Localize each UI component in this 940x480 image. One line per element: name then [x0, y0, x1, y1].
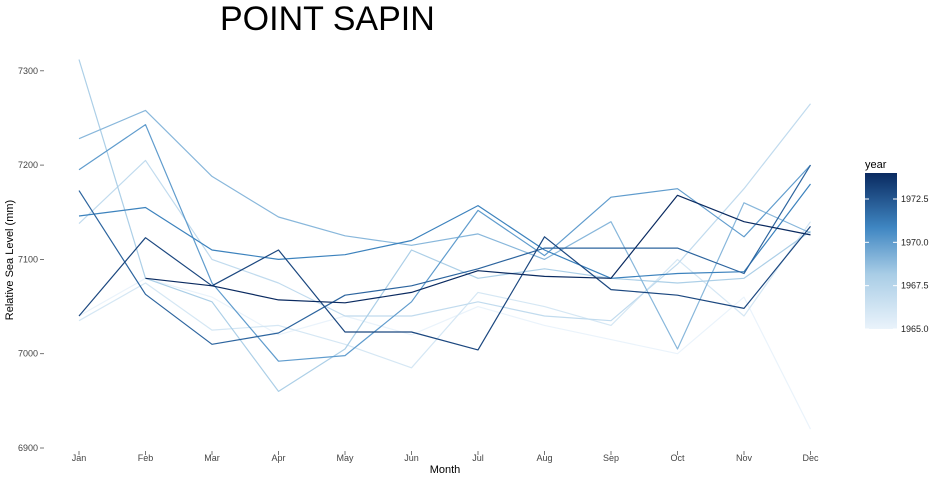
x-axis-title: Month — [430, 464, 461, 476]
y-tick-label: 7300 — [18, 66, 38, 76]
x-tick-label: Sep — [603, 453, 619, 463]
series-line-1968 — [78, 59, 811, 392]
chart-title: POINT SAPIN — [220, 0, 435, 38]
x-axis: Jan Feb Mar Apr May Jun Jul Aug Sep Oct Nov Dec — [72, 451, 819, 463]
x-tick-label: Oct — [670, 453, 685, 463]
x-tick-label: Jun — [404, 453, 419, 463]
legend-ticks: 1965.0 1967.5 1970.0 1972.5 — [865, 194, 929, 334]
color-legend: year 1965.0 1967.5 1970.0 1972.5 — [865, 159, 929, 334]
y-tick-label: 7000 — [18, 349, 38, 359]
series-line-1971 — [78, 183, 811, 279]
series-line-1973 — [78, 226, 811, 351]
legend-tick-label: 1967.5 — [901, 281, 929, 291]
legend-tick-label: 1965.0 — [901, 324, 929, 334]
series-line-1965 — [78, 277, 812, 430]
series-line-1966 — [78, 221, 811, 369]
x-tick-label: Jan — [72, 453, 87, 463]
legend-tick-label: 1970.0 — [901, 237, 929, 247]
series-line-1972 — [78, 164, 812, 345]
y-axis-title: Relative Sea Level (mm) — [4, 200, 16, 320]
x-tick-label: Aug — [536, 453, 552, 463]
y-tick-label: 6900 — [18, 443, 38, 453]
legend-tick-label: 1972.5 — [901, 194, 929, 204]
series-line-1974 — [145, 194, 811, 304]
legend-title: year — [865, 159, 887, 171]
series-line-1970 — [78, 124, 811, 362]
x-tick-label: Jul — [472, 453, 484, 463]
x-tick-label: Feb — [138, 453, 154, 463]
y-tick-label: 7200 — [18, 160, 38, 170]
legend-colorbar — [865, 173, 897, 329]
x-tick-label: Nov — [736, 453, 753, 463]
x-tick-label: Apr — [271, 453, 285, 463]
x-tick-label: Dec — [802, 453, 819, 463]
x-tick-label: May — [336, 453, 354, 463]
series-line-1967 — [78, 103, 811, 322]
series-layer — [78, 59, 812, 430]
x-tick-label: Mar — [204, 453, 220, 463]
series-line-1969 — [78, 109, 811, 350]
y-axis: 6900 7000 7100 7200 7300 — [18, 66, 44, 453]
y-tick-label: 7100 — [18, 254, 38, 264]
